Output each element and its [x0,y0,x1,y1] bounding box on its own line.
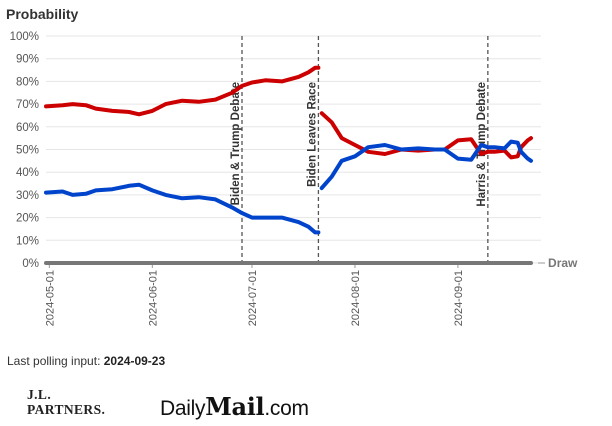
last-polling-input: Last polling input: 2024-09-23 [7,354,165,368]
y-tick-label: 0% [22,258,39,270]
x-tick-label: 2024-07-01 [247,270,259,326]
event-label: Biden Leaves Race [306,82,318,187]
y-tick-label: 70% [16,99,39,111]
series-label: Draw [548,256,578,270]
dailymail-logo-prefix: Daily [160,397,206,420]
y-tick-label: 10% [16,235,39,247]
y-tick-label: 80% [16,76,39,88]
jl-logo-line1: J.L. [27,387,52,402]
series-line [44,65,321,117]
probability-chart: Probability 0% 10% 20% 30% 40% 50% 60% 70% 80% 90%… [6,6,578,326]
y-tick-label: 30% [16,190,39,202]
jl-logo-line2: PARTNERS. [27,402,106,417]
x-tick-label: 2024-05-01 [44,270,56,326]
y-tick-label: 60% [16,122,39,134]
dailymail-logo-suffix: .com [264,397,309,420]
x-tick-label: 2024-06-01 [147,270,159,326]
series-line [319,111,533,160]
x-tick-label: 2024-08-01 [350,270,362,326]
series-line [44,182,321,235]
y-tick-label: 20% [16,213,39,225]
x-tick-label: 2024-09-01 [453,270,465,326]
dailymail-logo: DailyMail.com [160,392,309,421]
y-tick-label: 90% [16,54,39,66]
last-polling-label: Last polling input: [7,354,101,368]
y-tick-label: 100% [10,31,39,43]
y-tick-label: 40% [16,167,39,179]
dailymail-logo-mail: Mail [205,392,265,421]
series-line [319,139,533,191]
y-axis-title: Probability [6,6,79,22]
event-label: Biden & Trump Debate [230,82,242,205]
jl-partners-logo: J.L. PARTNERS. [27,387,105,417]
y-tick-label: 50% [16,145,39,157]
last-polling-date: 2024-09-23 [103,354,166,368]
